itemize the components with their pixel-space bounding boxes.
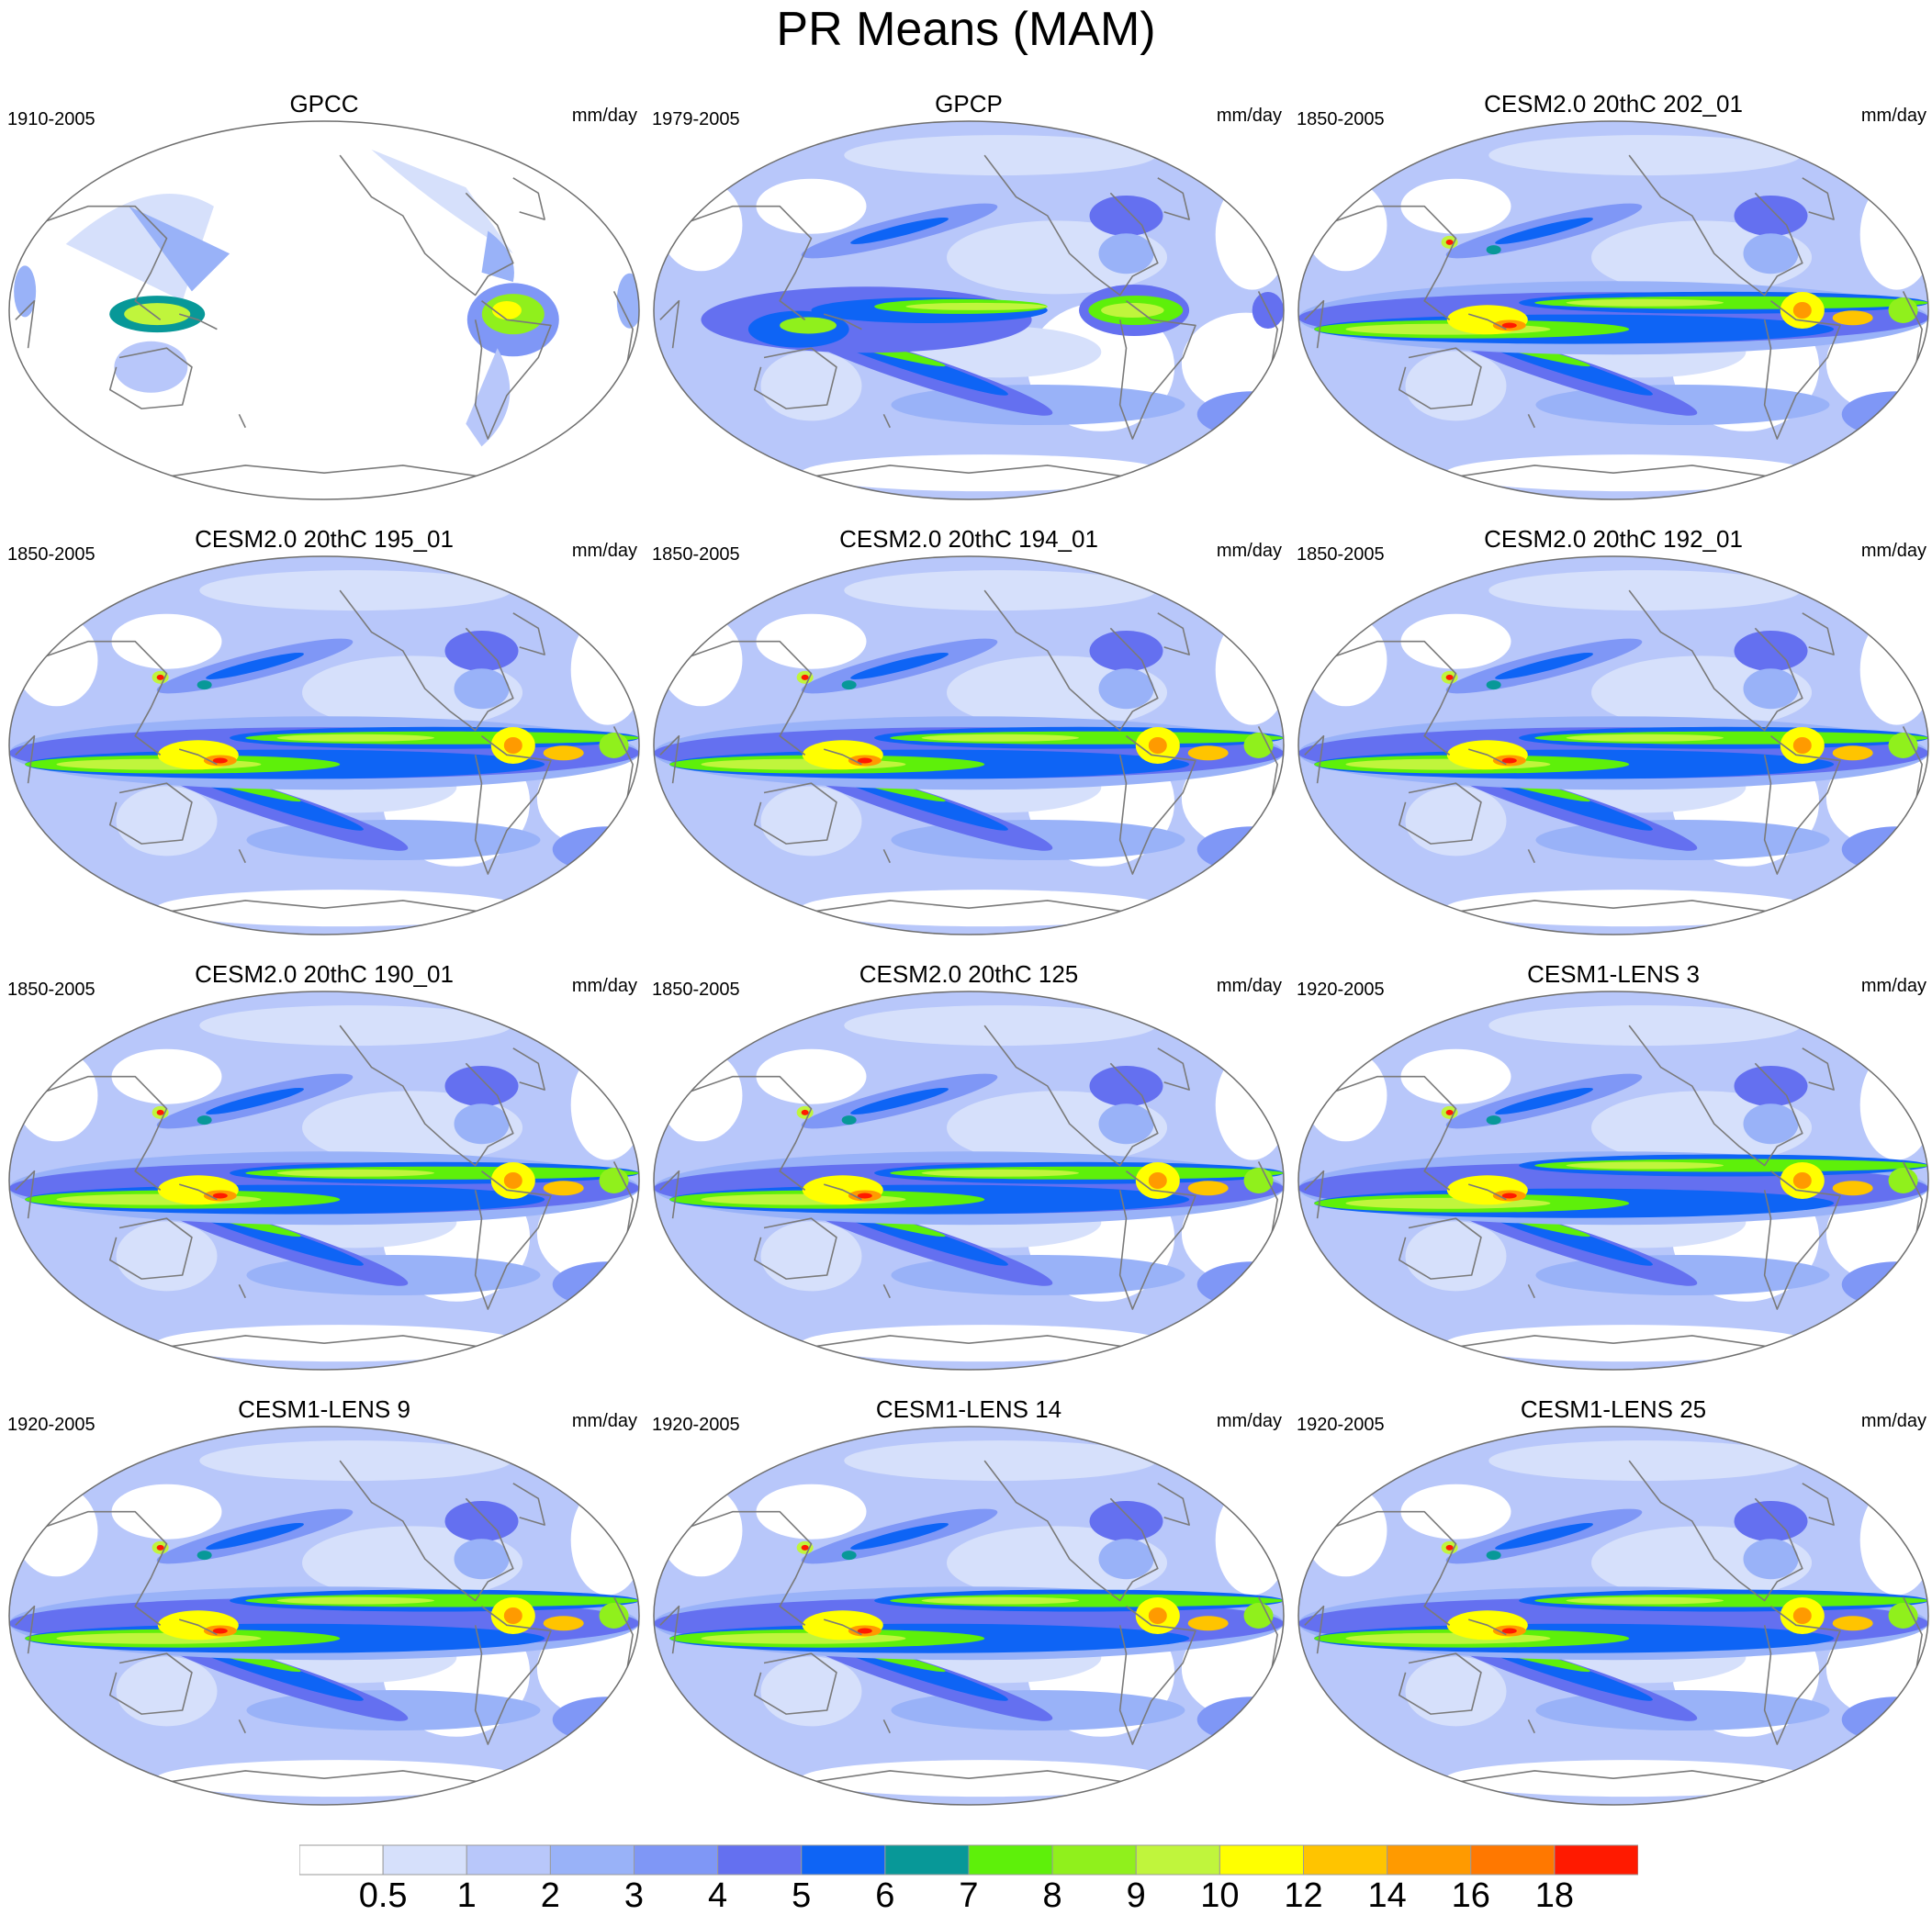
colorbar-swatch [382,1844,467,1876]
precipitation-map [653,555,1285,935]
map-panel: CESM2.0 20thC 192_01 1850-2005 mm/day [1297,525,1930,957]
precipitation-map [1297,1426,1929,1806]
colorbar-tick-label: 9 [1126,1876,1146,1915]
precipitation-map [1297,120,1929,500]
colorbar-tick-label: 7 [959,1876,979,1915]
map-panel: CESM1-LENS 3 1920-2005 mm/day [1297,960,1930,1392]
colorbar-swatch [717,1844,803,1876]
colorbar-swatch [466,1844,551,1876]
panel-title: CESM2.0 20thC 195_01 [195,525,454,553]
panel-period: 1979-2005 [652,109,740,129]
panel-units: mm/day [1216,106,1282,126]
panel-period: 1920-2005 [652,1415,740,1435]
precipitation-map [653,991,1285,1371]
panel-title: CESM2.0 20thC 202_01 [1484,90,1743,118]
colorbar-tick-label: 3 [623,1876,645,1915]
map-panel: CESM2.0 20thC 125 1850-2005 mm/day [652,960,1286,1392]
panel-title: CESM2.0 20thC 125 [859,960,1079,988]
panel-period: 1850-2005 [7,980,95,1000]
panel-units: mm/day [1860,541,1926,561]
panel-units: mm/day [1860,976,1926,996]
panel-title: CESM1-LENS 3 [1527,960,1700,988]
colorbar-tick-label: 14 [1367,1876,1407,1915]
panel-title: GPCC [289,90,359,118]
colorbar-tick-label: 16 [1451,1876,1490,1915]
colorbar [299,1844,1638,1876]
colorbar-tick-label: 0.5 [358,1876,408,1915]
figure-title: PR Means (MAM) [776,3,1156,56]
panel-units: mm/day [1216,1411,1282,1431]
precipitation-map [8,120,640,500]
precipitation-map [8,1426,640,1806]
map-panel: CESM1-LENS 14 1920-2005 mm/day [652,1395,1286,1827]
colorbar-swatch [299,1844,384,1876]
panel-period: 1920-2005 [1297,980,1385,1000]
panel-title: CESM2.0 20thC 194_01 [839,525,1098,553]
panel-title: CESM2.0 20thC 190_01 [195,960,454,988]
map-panel: CESM2.0 20thC 195_01 1850-2005 mm/day [7,525,641,957]
colorbar-tick-label: 6 [875,1876,895,1915]
panel-title: CESM2.0 20thC 192_01 [1484,525,1743,553]
precipitation-map [653,120,1285,500]
colorbar-swatch [1135,1844,1220,1876]
panel-units: mm/day [1216,541,1282,561]
panel-units: mm/day [1860,1411,1926,1431]
precipitation-map [1297,991,1929,1371]
panel-title: CESM1-LENS 25 [1520,1395,1707,1423]
map-panel: CESM2.0 20thC 190_01 1850-2005 mm/day [7,960,641,1392]
panel-period: 1920-2005 [7,1415,95,1435]
colorbar-tick-label: 8 [1042,1876,1062,1915]
colorbar-tick-label: 12 [1284,1876,1323,1915]
colorbar-tick-label: 18 [1534,1876,1575,1915]
colorbar-tick-label: 10 [1200,1876,1240,1915]
colorbar-swatch [1303,1844,1388,1876]
panel-units: mm/day [571,541,637,561]
map-panel: CESM1-LENS 9 1920-2005 mm/day [7,1395,641,1827]
colorbar-tick-label: 2 [540,1876,560,1915]
colorbar-swatch [1051,1844,1137,1876]
panel-units: mm/day [1860,106,1926,126]
colorbar-tick-label: 4 [708,1876,728,1915]
panel-title: CESM1-LENS 14 [875,1395,1062,1423]
panel-units: mm/day [571,976,637,996]
panel-period: 1850-2005 [1297,544,1385,565]
panel-period: 1850-2005 [1297,109,1385,129]
panel-units: mm/day [571,106,637,126]
panel-title: GPCP [935,90,1003,118]
panel-title: CESM1-LENS 9 [238,1395,410,1423]
colorbar-swatch [1387,1844,1472,1876]
map-panel: CESM1-LENS 25 1920-2005 mm/day [1297,1395,1930,1827]
panel-period: 1850-2005 [7,544,95,565]
colorbar-tick-label: 1 [456,1876,477,1915]
map-panel: CESM2.0 20thC 202_01 1850-2005 mm/day [1297,90,1930,521]
map-panel: GPCP 1979-2005 mm/day [652,90,1286,521]
precipitation-map [8,555,640,935]
colorbar-swatch [801,1844,886,1876]
colorbar-swatch [1554,1844,1638,1876]
map-panel: CESM2.0 20thC 194_01 1850-2005 mm/day [652,525,1286,957]
colorbar-swatch [968,1844,1053,1876]
panel-period: 1850-2005 [652,544,740,565]
colorbar-swatch [1219,1844,1304,1876]
precipitation-map [8,991,640,1371]
precipitation-map [1297,555,1929,935]
colorbar-swatch [549,1844,635,1876]
colorbar-tick-label: 5 [792,1876,812,1915]
colorbar-swatch [1470,1844,1556,1876]
precipitation-map [653,1426,1285,1806]
panel-units: mm/day [1216,976,1282,996]
panel-period: 1850-2005 [652,980,740,1000]
panel-period: 1910-2005 [7,109,95,129]
map-panel: GPCC 1910-2005 mm/day [7,90,641,521]
colorbar-swatch [884,1844,970,1876]
colorbar-swatch [634,1844,719,1876]
panel-units: mm/day [571,1411,637,1431]
panel-period: 1920-2005 [1297,1415,1385,1435]
